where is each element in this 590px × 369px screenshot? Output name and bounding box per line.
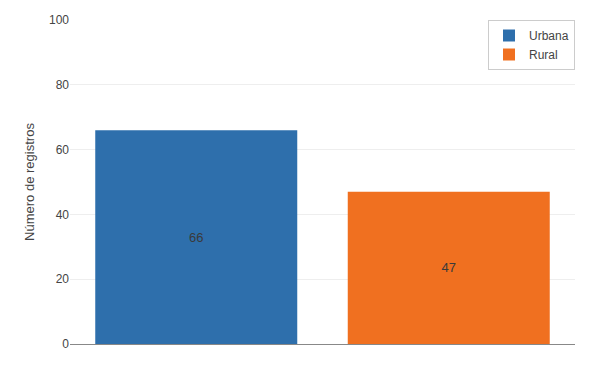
svg-text:66: 66: [189, 230, 203, 245]
svg-text:Urbana: Urbana: [529, 29, 569, 43]
svg-text:Número de registros: Número de registros: [22, 123, 37, 241]
svg-text:80: 80: [56, 78, 70, 92]
svg-text:47: 47: [442, 260, 456, 275]
svg-text:20: 20: [56, 272, 70, 286]
svg-text:100: 100: [49, 13, 69, 27]
svg-text:60: 60: [56, 143, 70, 157]
svg-text:0: 0: [62, 337, 69, 351]
svg-text:Rural: Rural: [529, 48, 558, 62]
svg-text:40: 40: [56, 208, 70, 222]
